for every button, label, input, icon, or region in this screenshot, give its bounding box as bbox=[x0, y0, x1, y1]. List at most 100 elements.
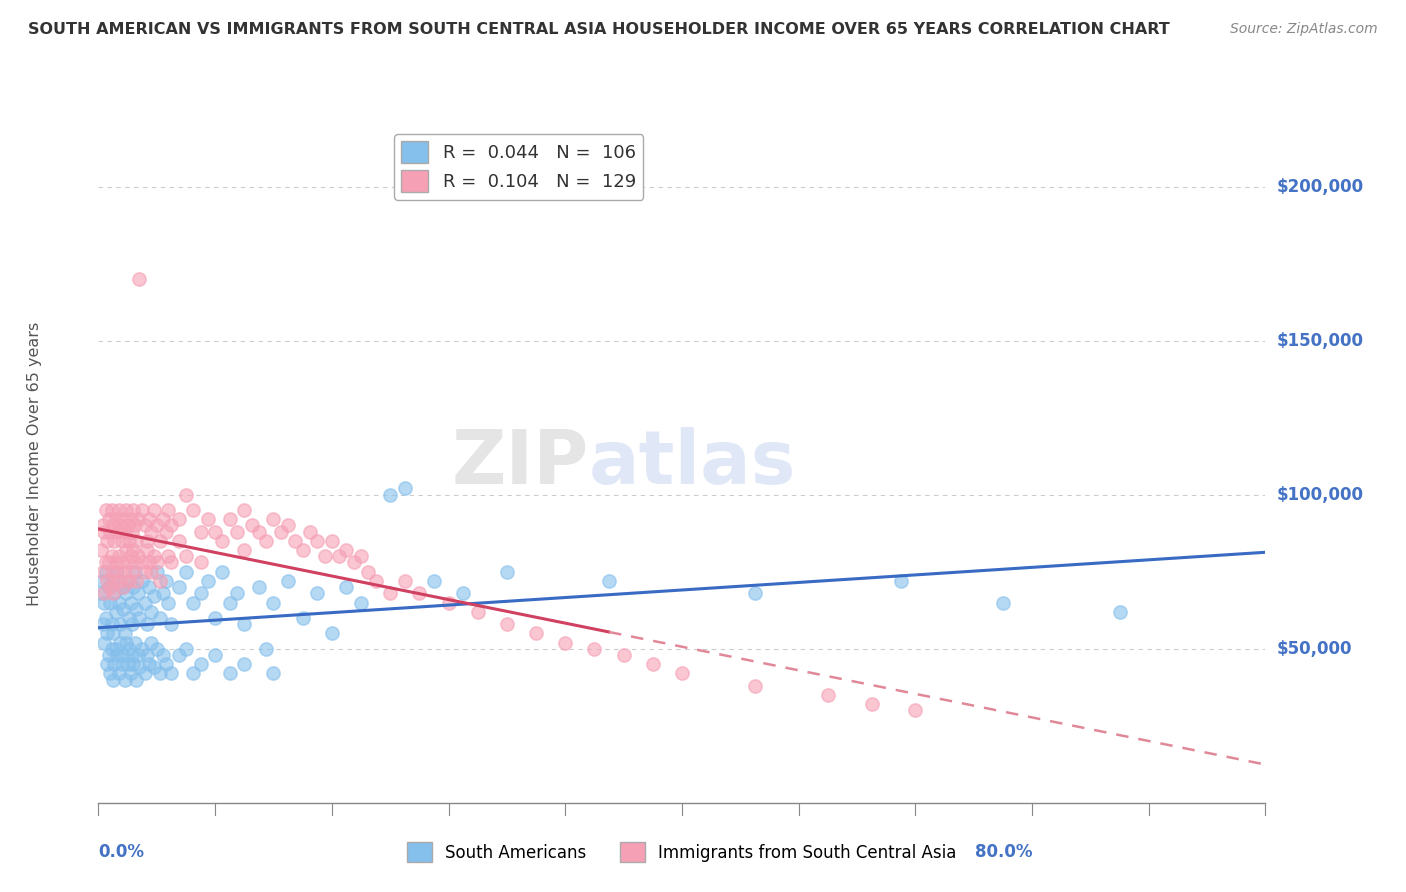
Point bbox=[104, 641, 127, 656]
Point bbox=[94, 556, 117, 570]
Point bbox=[135, 543, 157, 558]
Point bbox=[174, 488, 197, 502]
Point bbox=[115, 503, 138, 517]
Point bbox=[155, 574, 177, 588]
Point bbox=[110, 635, 132, 649]
Point bbox=[127, 512, 149, 526]
Point bbox=[124, 518, 146, 533]
Point bbox=[118, 611, 141, 625]
Point bbox=[124, 565, 146, 579]
Point bbox=[134, 666, 156, 681]
Point bbox=[114, 524, 136, 539]
Point bbox=[991, 595, 1014, 609]
Point bbox=[321, 533, 343, 548]
Point bbox=[90, 586, 112, 600]
Point bbox=[139, 605, 162, 619]
Point bbox=[125, 673, 148, 687]
Point bbox=[262, 512, 284, 526]
Point bbox=[128, 660, 150, 674]
Point bbox=[120, 595, 142, 609]
Point bbox=[247, 580, 270, 594]
Text: $150,000: $150,000 bbox=[1277, 332, 1364, 350]
Point bbox=[122, 503, 145, 517]
Point bbox=[121, 617, 143, 632]
Point bbox=[105, 648, 128, 662]
Point bbox=[90, 543, 112, 558]
Point bbox=[167, 580, 190, 594]
Point bbox=[612, 648, 634, 662]
Point bbox=[93, 595, 115, 609]
Point bbox=[91, 574, 114, 588]
Point bbox=[364, 574, 387, 588]
Point bbox=[262, 595, 284, 609]
Point bbox=[226, 586, 249, 600]
Point bbox=[122, 580, 145, 594]
Point bbox=[233, 503, 256, 517]
Point bbox=[105, 565, 128, 579]
Point bbox=[174, 641, 197, 656]
Point bbox=[291, 543, 314, 558]
Point bbox=[96, 574, 118, 588]
Point bbox=[101, 518, 124, 533]
Point bbox=[155, 524, 177, 539]
Point bbox=[233, 657, 256, 672]
Point bbox=[307, 533, 329, 548]
Point bbox=[378, 586, 402, 600]
Text: 80.0%: 80.0% bbox=[974, 844, 1032, 862]
Point bbox=[135, 648, 157, 662]
Point bbox=[127, 586, 149, 600]
Point bbox=[112, 580, 135, 594]
Point bbox=[291, 611, 314, 625]
Point bbox=[554, 635, 576, 649]
Point bbox=[394, 574, 416, 588]
Point bbox=[254, 641, 277, 656]
Point bbox=[131, 574, 153, 588]
Point bbox=[108, 595, 131, 609]
Point bbox=[94, 503, 117, 517]
Point bbox=[139, 565, 162, 579]
Point bbox=[155, 657, 177, 672]
Point bbox=[100, 549, 122, 564]
Point bbox=[103, 574, 125, 588]
Point bbox=[408, 586, 430, 600]
Point bbox=[96, 533, 118, 548]
Point bbox=[817, 688, 839, 702]
Point bbox=[112, 648, 135, 662]
Point bbox=[204, 524, 226, 539]
Point bbox=[98, 595, 121, 609]
Point bbox=[110, 518, 132, 533]
Point bbox=[149, 574, 172, 588]
Point bbox=[121, 565, 143, 579]
Point bbox=[160, 556, 183, 570]
Point bbox=[378, 488, 402, 502]
Point bbox=[598, 574, 620, 588]
Point bbox=[247, 524, 270, 539]
Text: Source: ZipAtlas.com: Source: ZipAtlas.com bbox=[1230, 22, 1378, 37]
Point bbox=[335, 580, 357, 594]
Point bbox=[890, 574, 912, 588]
Point bbox=[114, 626, 136, 640]
Point bbox=[149, 666, 172, 681]
Point bbox=[157, 549, 180, 564]
Point bbox=[190, 657, 212, 672]
Point bbox=[122, 657, 145, 672]
Point bbox=[152, 512, 174, 526]
Point bbox=[233, 617, 256, 632]
Point bbox=[157, 503, 180, 517]
Point bbox=[218, 512, 240, 526]
Point bbox=[91, 617, 114, 632]
Point bbox=[423, 574, 446, 588]
Point bbox=[103, 586, 125, 600]
Point bbox=[111, 657, 134, 672]
Point bbox=[277, 518, 299, 533]
Text: $50,000: $50,000 bbox=[1277, 640, 1353, 657]
Point bbox=[117, 556, 139, 570]
Point bbox=[111, 556, 134, 570]
Text: SOUTH AMERICAN VS IMMIGRANTS FROM SOUTH CENTRAL ASIA HOUSEHOLDER INCOME OVER 65 : SOUTH AMERICAN VS IMMIGRANTS FROM SOUTH … bbox=[28, 22, 1170, 37]
Text: ZIP: ZIP bbox=[451, 427, 589, 500]
Point bbox=[101, 586, 124, 600]
Point bbox=[641, 657, 664, 672]
Point bbox=[110, 617, 132, 632]
Point bbox=[160, 666, 183, 681]
Point bbox=[127, 648, 149, 662]
